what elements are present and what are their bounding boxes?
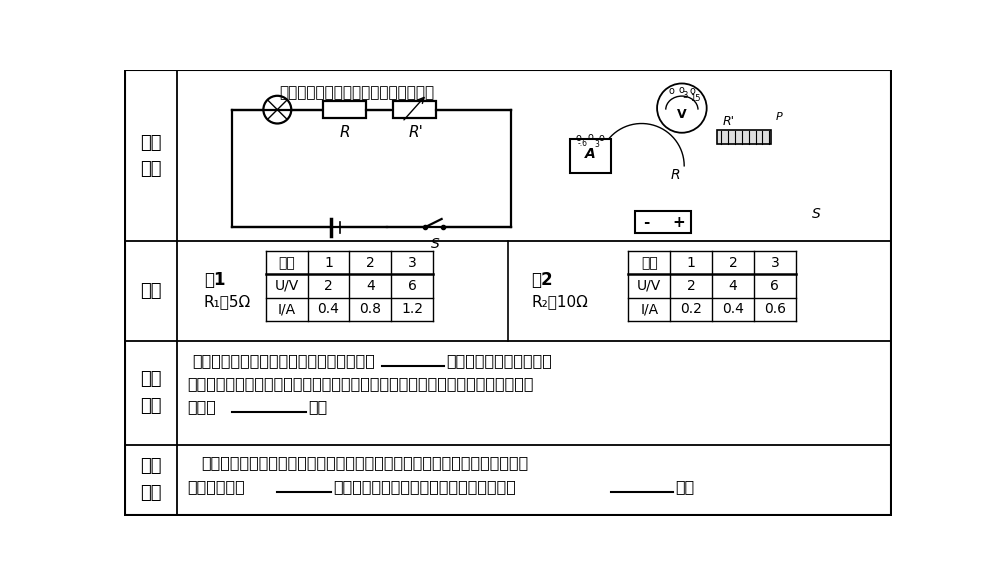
Text: 0.6: 0.6 xyxy=(764,302,786,316)
Text: 表2: 表2 xyxy=(531,271,553,289)
Text: -: - xyxy=(643,215,649,230)
Text: 4: 4 xyxy=(728,279,737,293)
Text: o: o xyxy=(679,85,685,95)
Text: 次数: 次数 xyxy=(641,256,658,270)
Text: 法。: 法。 xyxy=(675,478,694,494)
Text: 1: 1 xyxy=(687,256,696,270)
Text: 结论
方法: 结论 方法 xyxy=(141,371,162,415)
Text: I/A: I/A xyxy=(640,302,658,316)
Text: 的电阻成反比。上述结论是通过比较两个表格的异同点而得出的，这里运用的科学: 的电阻成反比。上述结论是通过比较两个表格的异同点而得出的，这里运用的科学 xyxy=(187,376,534,392)
Text: 15: 15 xyxy=(691,95,701,103)
Bar xyxy=(392,101,436,118)
Text: 0.8: 0.8 xyxy=(360,302,382,316)
Text: A: A xyxy=(585,147,596,161)
Text: 2: 2 xyxy=(366,256,375,270)
Text: 3: 3 xyxy=(408,256,416,270)
Text: I/A: I/A xyxy=(277,302,295,316)
Text: R': R' xyxy=(722,115,734,128)
Text: V: V xyxy=(677,108,687,121)
Text: 0.4: 0.4 xyxy=(722,302,744,316)
Text: o: o xyxy=(599,133,605,143)
Text: P: P xyxy=(775,113,782,122)
Text: o: o xyxy=(668,86,674,96)
Text: o: o xyxy=(690,86,696,96)
Text: o: o xyxy=(575,133,581,143)
Text: 法。: 法。 xyxy=(308,400,328,414)
Text: -.6: -.6 xyxy=(578,139,588,148)
Text: 4: 4 xyxy=(366,279,375,293)
Text: 表1: 表1 xyxy=(204,271,225,289)
Text: 6: 6 xyxy=(407,279,416,293)
Text: 问题
讨论: 问题 讨论 xyxy=(141,458,162,502)
Text: 方法是: 方法是 xyxy=(187,400,216,414)
Text: R: R xyxy=(340,125,350,140)
Text: +: + xyxy=(673,215,685,230)
Text: U/V: U/V xyxy=(637,279,661,293)
Text: 0.2: 0.2 xyxy=(680,302,702,316)
Text: R₂＝10Ω: R₂＝10Ω xyxy=(531,294,589,309)
Text: 上述实验中，若换用两个规格不同的小灯泡来实验，则不能得出结论，原因是: 上述实验中，若换用两个规格不同的小灯泡来实验，则不能得出结论，原因是 xyxy=(201,455,528,470)
Bar xyxy=(570,139,610,173)
Text: R: R xyxy=(671,168,681,182)
Text: 2: 2 xyxy=(324,279,333,293)
Text: S: S xyxy=(431,237,440,252)
Text: 1: 1 xyxy=(324,256,333,270)
Text: 实验
装置: 实验 装置 xyxy=(141,133,162,178)
Text: 次数: 次数 xyxy=(278,256,295,270)
Text: 2: 2 xyxy=(728,256,737,270)
Text: ，但可以用该方案测量小灯泡的电阻，用到: ，但可以用该方案测量小灯泡的电阻，用到 xyxy=(333,478,516,494)
Text: U/V: U/V xyxy=(275,279,298,293)
Text: 1.2: 1.2 xyxy=(401,302,423,316)
Bar xyxy=(716,130,771,144)
Text: R₁＝5Ω: R₁＝5Ω xyxy=(204,294,251,309)
Text: 表格: 表格 xyxy=(141,282,162,300)
Text: 时，导体中的电流跟导体: 时，导体中的电流跟导体 xyxy=(446,353,552,368)
Bar xyxy=(635,211,691,233)
Text: 3: 3 xyxy=(595,140,600,149)
Text: 0.4: 0.4 xyxy=(317,302,339,316)
Text: 小灯泡的电阻: 小灯泡的电阻 xyxy=(187,478,245,494)
Text: 横向分析表１、表２的数据，可以得到：在: 横向分析表１、表２的数据，可以得到：在 xyxy=(192,353,375,368)
Text: o: o xyxy=(588,132,594,142)
Text: 3: 3 xyxy=(770,256,779,270)
Text: 请根据实物电路，将电路图填写完整：: 请根据实物电路，将电路图填写完整： xyxy=(278,85,434,100)
Text: 3: 3 xyxy=(682,90,688,100)
Text: 6: 6 xyxy=(770,279,779,293)
Circle shape xyxy=(657,84,707,133)
Text: 2: 2 xyxy=(687,279,696,293)
Bar xyxy=(323,101,367,118)
Text: S: S xyxy=(812,206,821,220)
Text: R': R' xyxy=(408,125,423,140)
